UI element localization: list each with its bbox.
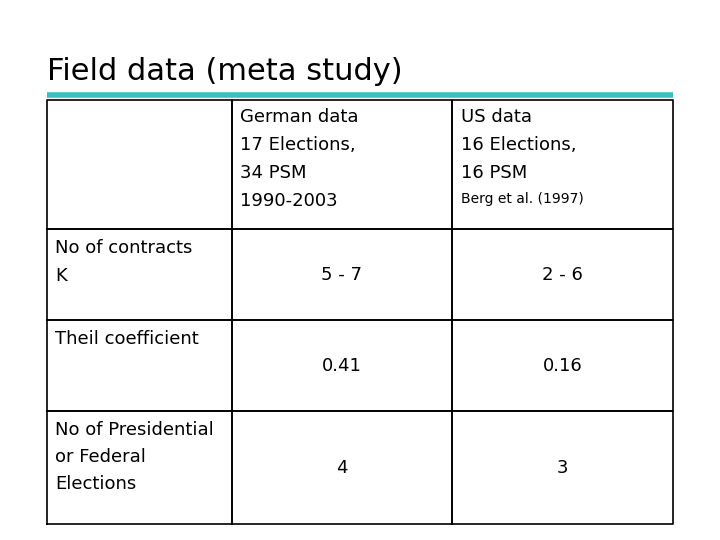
Text: 5 - 7: 5 - 7 (321, 266, 362, 284)
Text: K: K (55, 267, 67, 286)
Text: Theil coefficient: Theil coefficient (55, 330, 199, 348)
Text: 4: 4 (336, 458, 348, 477)
Text: 2 - 6: 2 - 6 (542, 266, 583, 284)
Text: or Federal: or Federal (55, 448, 146, 466)
Text: 0.41: 0.41 (322, 357, 361, 375)
Text: Elections: Elections (55, 475, 137, 492)
Text: No of Presidential: No of Presidential (55, 421, 214, 439)
Text: 0.16: 0.16 (543, 357, 582, 375)
Text: 16 Elections,: 16 Elections, (461, 136, 576, 154)
Text: Berg et al. (1997): Berg et al. (1997) (461, 192, 583, 206)
Text: 3: 3 (557, 458, 568, 477)
Text: 34 PSM: 34 PSM (240, 164, 307, 182)
Text: 16 PSM: 16 PSM (461, 164, 527, 182)
Text: Field data (meta study): Field data (meta study) (47, 57, 402, 86)
Text: 17 Elections,: 17 Elections, (240, 136, 356, 154)
Text: 1990-2003: 1990-2003 (240, 192, 338, 210)
Text: German data: German data (240, 108, 359, 126)
Text: US data: US data (461, 108, 532, 126)
Text: No of contracts: No of contracts (55, 239, 193, 257)
